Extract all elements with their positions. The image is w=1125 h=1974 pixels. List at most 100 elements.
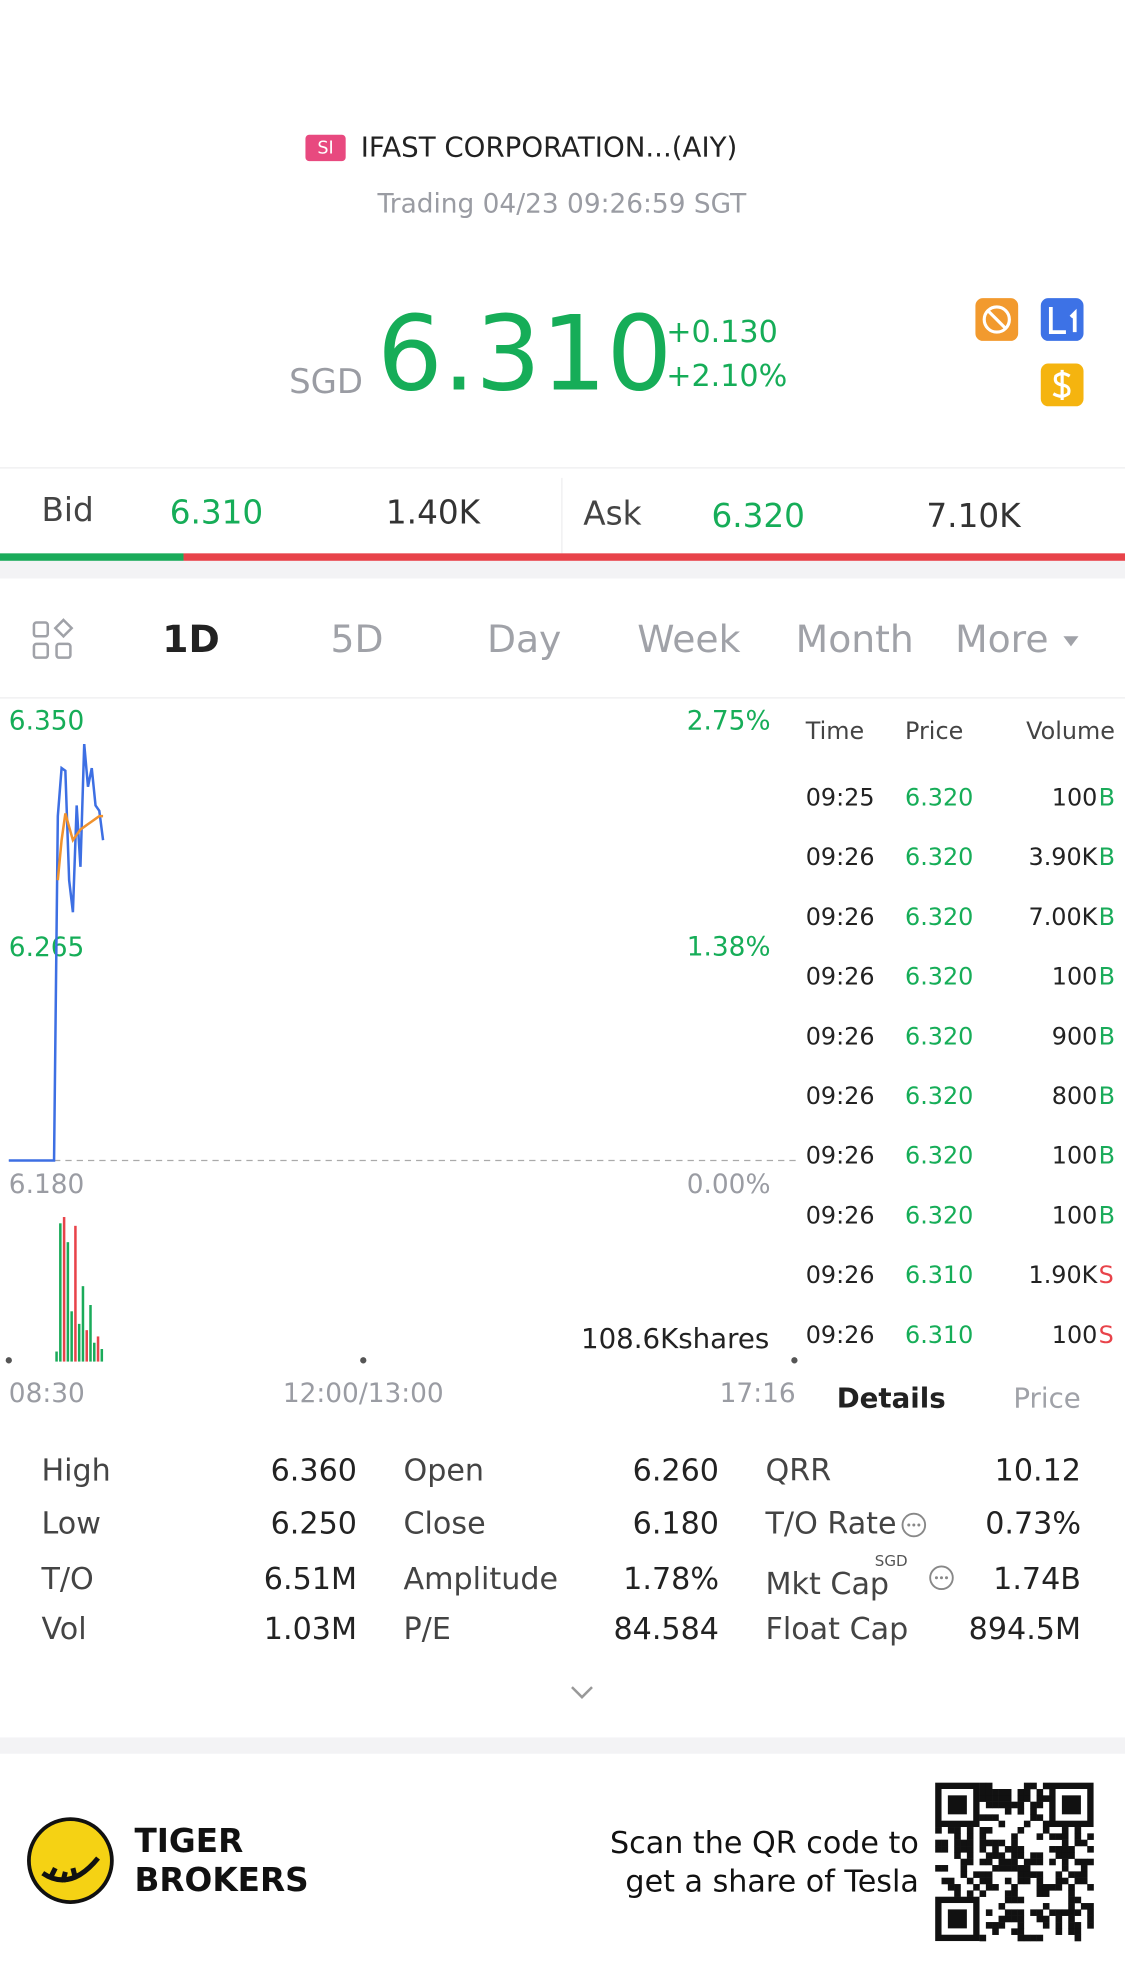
qr-cell	[1074, 1858, 1082, 1866]
qr-cell	[1030, 1934, 1037, 1942]
trade-side: B	[1099, 1201, 1115, 1229]
tab[interactable]: 5D	[330, 617, 383, 661]
qr-cell	[966, 1846, 974, 1853]
stat-value: 6.260	[633, 1454, 719, 1489]
y-tick-label: 6.350	[9, 706, 85, 736]
tab[interactable]: Day	[487, 617, 561, 661]
tab[interactable]: Price	[1013, 1381, 1080, 1414]
trade-time: 09:26	[806, 1142, 875, 1170]
qr-cell	[998, 1858, 1006, 1866]
icon-glyph	[982, 305, 1011, 334]
qr-cell	[1042, 1782, 1050, 1790]
qr-cell	[979, 1827, 987, 1834]
qr-cell	[1017, 1877, 1025, 1885]
qr-cell	[1030, 1801, 1037, 1809]
icon-glyph	[1052, 369, 1071, 400]
qr-cell	[1061, 1852, 1069, 1859]
info-icon[interactable]	[929, 1565, 954, 1591]
qr-cell	[992, 1789, 999, 1796]
expand[interactable]	[571, 1686, 593, 1699]
qr-cell	[1036, 1934, 1044, 1942]
trade-price: 6.320	[905, 1142, 973, 1170]
qr-cell	[1061, 1839, 1069, 1847]
qr-cell	[935, 1839, 942, 1847]
qr-cell	[1023, 1820, 1031, 1828]
qr-cell	[1049, 1833, 1056, 1840]
bid-label: Bid	[41, 491, 93, 529]
qr-cell	[973, 1884, 980, 1891]
qr-cell	[998, 1839, 1006, 1847]
qr-cell	[1074, 1871, 1082, 1878]
trade-price: 6.320	[905, 1082, 973, 1110]
qr-cell	[1011, 1801, 1018, 1809]
qr-cell	[1055, 1915, 1063, 1923]
dropdown-arrow	[1063, 636, 1079, 647]
qr-cell	[1023, 1934, 1031, 1942]
qr-cell	[1074, 1922, 1082, 1929]
qr-cell	[979, 1795, 987, 1802]
stat-label: T/O	[40, 1562, 93, 1597]
tab[interactable]: Month	[796, 617, 914, 661]
qr-cell	[998, 1789, 1006, 1796]
qr-cell	[1011, 1865, 1018, 1872]
trade-time: 09:26	[806, 963, 875, 991]
change-pct: +2.10%	[666, 359, 787, 394]
qr-cell	[985, 1789, 993, 1796]
trade-volume: 1.90K	[1029, 1261, 1099, 1289]
qr-cell	[973, 1871, 980, 1878]
qr-cell	[985, 1922, 993, 1929]
qr-cell	[985, 1782, 993, 1790]
info-dot	[917, 1523, 921, 1527]
volume-bar	[62, 1217, 66, 1362]
qr-cell	[1036, 1852, 1044, 1859]
qr-cell	[1030, 1858, 1037, 1866]
qr-cell	[1004, 1795, 1012, 1802]
column-header: Time	[805, 717, 864, 745]
qr-cell	[1080, 1871, 1088, 1878]
trade-price: 6.320	[905, 963, 973, 991]
stat-value: 1.74B	[993, 1562, 1081, 1597]
stock-name[interactable]: IFAST CORPORATION...(AIY)	[361, 131, 738, 164]
qr-cell	[1017, 1928, 1025, 1935]
trade-volume: 100	[1052, 783, 1098, 811]
logo-mark	[41, 1856, 100, 1883]
qr-cell	[935, 1846, 942, 1853]
icon-glyph	[1048, 306, 1077, 334]
qr-cell	[1017, 1789, 1025, 1796]
qr-cell	[1074, 1839, 1082, 1847]
qr-cell	[992, 1795, 999, 1802]
qr-cell	[1004, 1808, 1012, 1815]
volume-bar	[70, 1311, 73, 1362]
qr-cell	[998, 1801, 1006, 1809]
tab[interactable]: Details	[837, 1381, 946, 1414]
tab[interactable]: 1D	[162, 617, 220, 661]
layout-icon[interactable]	[32, 618, 74, 659]
stat-label: Open	[403, 1454, 484, 1489]
qr-cell	[985, 1852, 993, 1859]
qr-finder	[947, 1795, 967, 1815]
qr-cell	[979, 1814, 987, 1821]
trade-time: 09:26	[806, 1201, 875, 1229]
qr-cell	[979, 1789, 987, 1796]
qr-cell	[1068, 1884, 1075, 1891]
ask-label: Ask	[583, 495, 641, 533]
qr-cell	[1055, 1884, 1063, 1891]
trade-volume: 100	[1052, 963, 1098, 991]
qr-cell	[1004, 1909, 1012, 1916]
qr-cell	[1036, 1858, 1044, 1866]
qr-cell	[1042, 1820, 1050, 1828]
qr-cell	[1011, 1839, 1018, 1847]
volume-bar	[93, 1342, 96, 1362]
stat-value: 1.03M	[264, 1612, 357, 1647]
info-icon[interactable]	[901, 1512, 927, 1538]
qr-cell	[1011, 1915, 1018, 1923]
qr-cell	[1074, 1877, 1082, 1885]
icons	[975, 298, 1084, 407]
tab[interactable]: Week	[637, 617, 740, 661]
stat-label: Amplitude	[403, 1562, 558, 1597]
icon[interactable]	[1040, 298, 1084, 341]
qr-cell	[1061, 1909, 1069, 1916]
qr-cell	[954, 1884, 961, 1891]
tab[interactable]: More	[955, 617, 1048, 661]
qr-cell	[1068, 1846, 1075, 1853]
